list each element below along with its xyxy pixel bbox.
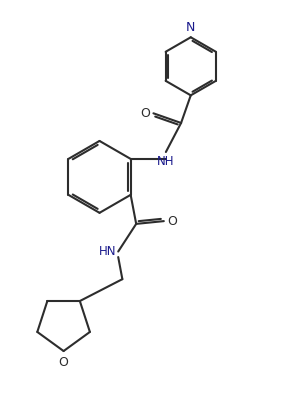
Text: O: O bbox=[59, 356, 69, 369]
Text: HN: HN bbox=[99, 245, 117, 258]
Text: O: O bbox=[167, 215, 177, 228]
Text: O: O bbox=[140, 107, 150, 120]
Text: N: N bbox=[186, 21, 195, 34]
Text: NH: NH bbox=[157, 155, 175, 168]
